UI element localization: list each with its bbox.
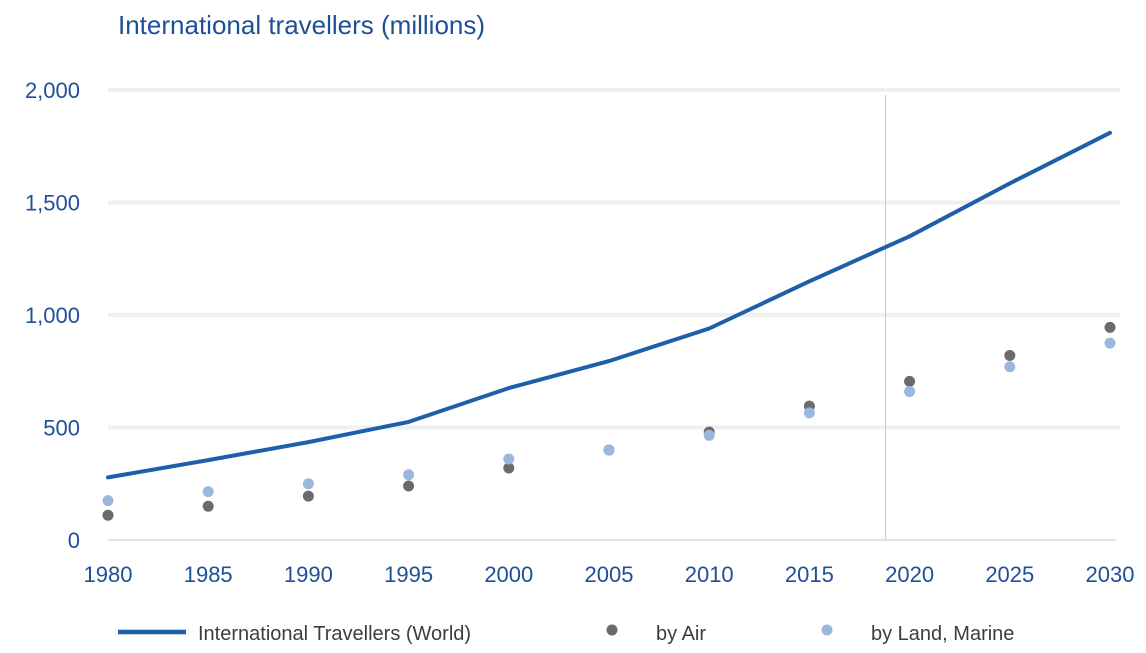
data-point bbox=[603, 444, 615, 456]
series-line bbox=[106, 130, 1112, 480]
data-point bbox=[1104, 321, 1116, 333]
data-point bbox=[102, 509, 114, 521]
data-point bbox=[1104, 337, 1116, 349]
y-tick-label: 500 bbox=[43, 416, 80, 441]
legend-label: by Land, Marine bbox=[871, 623, 1014, 645]
legend-dot-swatch bbox=[606, 624, 618, 636]
legend-label: by Air bbox=[656, 623, 706, 645]
data-point bbox=[302, 478, 314, 490]
data-point bbox=[202, 500, 214, 512]
data-point bbox=[302, 490, 314, 502]
x-tick-label: 2005 bbox=[585, 562, 634, 587]
x-tick-label: 2025 bbox=[985, 562, 1034, 587]
y-tick-label: 1,000 bbox=[25, 303, 80, 328]
legend-dot-swatch bbox=[821, 624, 833, 636]
series-layer bbox=[102, 130, 1116, 521]
y-tick-label: 2,000 bbox=[25, 78, 80, 103]
x-tick-label: 2030 bbox=[1086, 562, 1135, 587]
data-point bbox=[904, 375, 916, 387]
data-point bbox=[803, 407, 815, 419]
chart-title: International travellers (millions) bbox=[118, 10, 485, 40]
data-point bbox=[904, 386, 916, 397]
legend-label: International Travellers (World) bbox=[198, 623, 471, 645]
data-point bbox=[503, 453, 515, 465]
x-tick-label: 1985 bbox=[184, 562, 233, 587]
data-point bbox=[102, 495, 114, 507]
data-point bbox=[403, 480, 415, 492]
axes: 0 500 1,000 1,500 2,000 1980 1985 1990 1995 2000 2… bbox=[25, 78, 1135, 587]
y-tick-label: 0 bbox=[68, 528, 80, 553]
x-tick-label: 1990 bbox=[284, 562, 333, 587]
data-point bbox=[202, 486, 214, 498]
data-point bbox=[503, 462, 515, 474]
grid bbox=[108, 88, 1120, 430]
y-tick-label: 1,500 bbox=[25, 191, 80, 216]
x-tick-label: 1995 bbox=[384, 562, 433, 587]
x-tick-label: 2015 bbox=[785, 562, 834, 587]
x-tick-label: 2020 bbox=[885, 562, 934, 587]
legend: International Travellers (World) by Air by… bbox=[118, 623, 1014, 645]
data-point bbox=[703, 429, 715, 441]
data-point bbox=[1004, 350, 1016, 361]
x-tick-label: 2000 bbox=[484, 562, 533, 587]
x-tick-label: 1980 bbox=[84, 562, 133, 587]
data-point bbox=[403, 469, 415, 481]
data-point bbox=[1004, 361, 1016, 373]
x-tick-label: 2010 bbox=[685, 562, 734, 587]
